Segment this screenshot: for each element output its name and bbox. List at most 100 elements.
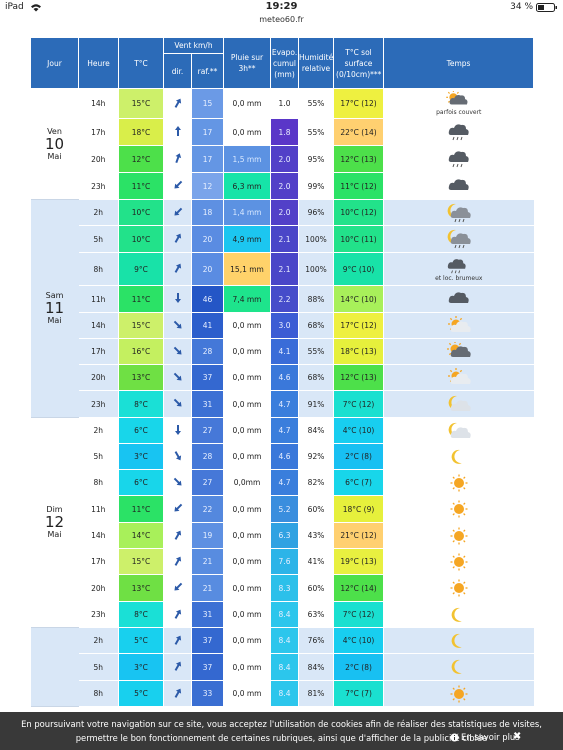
- rain-cell: 0,0 mm: [223, 601, 272, 628]
- gust: 41: [202, 321, 213, 330]
- wind-arrow: [174, 635, 181, 645]
- wind-arrow: [173, 582, 182, 591]
- rain-cell: 15,1 mm: [223, 252, 272, 286]
- humidity-cell: 55%: [298, 88, 334, 119]
- rain-cell: 0,0 mm: [223, 680, 272, 707]
- humidity: 68%: [307, 321, 325, 330]
- wind-dir-cell: [163, 627, 192, 654]
- gust-cell: 41: [190, 312, 225, 339]
- rain-cell: 0,0 mm: [223, 495, 272, 523]
- soil-temperature: 7°C (12): [342, 399, 375, 409]
- evaporation-cell: 8.4: [270, 653, 300, 681]
- info-icon: [450, 733, 459, 742]
- forecast-row: Ven 10 Mai 14h 15°C 15 0,0 mm 1.0 55% 17°C (12) pa…: [30, 88, 534, 200]
- temperature-cell: 14°C: [118, 522, 164, 549]
- sky-cell: [383, 118, 534, 146]
- hour-cell: 23h: [78, 172, 119, 200]
- wind-arrow: [173, 398, 182, 407]
- weather-icon: [450, 527, 468, 544]
- wind-dir-cell: [163, 285, 192, 313]
- temperature: 18°C: [131, 127, 151, 137]
- day-cell: Ven 10 Mai: [30, 88, 79, 200]
- sky-cell: [383, 680, 534, 707]
- evaporation: 4.1: [278, 347, 291, 356]
- wind-dir-cell: [163, 364, 192, 391]
- temperature-cell: 15°C: [118, 312, 164, 339]
- wind-arrow: [174, 609, 181, 619]
- soil-temperature-cell: 4°C (10): [333, 417, 385, 444]
- humidity: 88%: [307, 294, 325, 304]
- header-day: Jour: [30, 37, 79, 89]
- rain: 0,0 mm: [232, 452, 262, 461]
- evaporation: 3.0: [278, 321, 291, 330]
- weather-icon: [451, 449, 463, 464]
- soil-temperature-cell: 12°C (14): [333, 574, 385, 602]
- evaporation-cell: 6.3: [270, 522, 300, 549]
- sky-cell: [383, 199, 534, 226]
- rain: 0,0 mm: [232, 636, 262, 645]
- hour: 23h: [91, 399, 106, 409]
- temperature: 10°C: [131, 234, 151, 244]
- humidity-cell: 92%: [298, 443, 334, 470]
- forecast-row: 20h 12°C 17 1,5 mm 2.0 95% 12°C (13): [30, 145, 534, 173]
- site-url[interactable]: meteo60.fr: [259, 15, 304, 24]
- gust-cell: 18: [190, 199, 225, 226]
- soil-temperature-cell: 18°C (9): [333, 495, 385, 523]
- temperature-cell: 5°C: [118, 680, 164, 707]
- gust: 17: [202, 127, 213, 137]
- forecast-row: 23h 8°C 31 0,0 mm 4.7 91% 7°C (12): [30, 390, 534, 418]
- weather-icon: [450, 500, 468, 518]
- sky-cell: [383, 312, 534, 339]
- gust: 37: [202, 373, 213, 382]
- device: iPad: [5, 2, 24, 12]
- weather-icon: [450, 579, 468, 597]
- hour: 2h: [93, 426, 104, 435]
- cookie-text: En poursuivant votre navigation sur ce s…: [21, 719, 542, 743]
- forecast-row: 14h 14°C 19 0,0 mm 6.3 43% 21°C (12): [30, 522, 534, 549]
- cookie-more-link[interactable]: En savoir plus: [461, 732, 520, 742]
- humidity-cell: 99%: [298, 172, 334, 200]
- hour-cell: 17h: [78, 338, 119, 365]
- hour: 17h: [91, 127, 106, 137]
- gust: 28: [202, 452, 213, 461]
- temperature: 13°C: [131, 583, 151, 593]
- hour-cell: 23h: [78, 390, 119, 418]
- humidity: 100%: [305, 234, 327, 244]
- rain-cell: 1,5 mm: [223, 145, 272, 173]
- clock: 19:29: [265, 1, 298, 12]
- weather-icon: [448, 315, 471, 332]
- soil-temperature: 12°C (13): [340, 373, 377, 382]
- rain-cell: 0,0 mm: [223, 88, 272, 119]
- soil-temperature: 17°C (12): [340, 321, 377, 330]
- hour-cell: 17h: [78, 548, 119, 575]
- evaporation-cell: 8.3: [270, 574, 300, 602]
- forecast-row: Sam 11 Mai 2h 10°C 18 1,4 mm 2.0 96% 10°C (12): [30, 199, 534, 418]
- hour-cell: 5h: [78, 653, 119, 681]
- gust-cell: 28: [190, 443, 225, 470]
- rain-cell: 0,0 mm: [223, 522, 272, 549]
- soil-temperature: 22°C (14): [340, 127, 377, 137]
- temperature: 13°C: [131, 373, 151, 382]
- humidity-cell: 63%: [298, 601, 334, 628]
- cookie-close[interactable]: ✖: [513, 731, 522, 742]
- rain-cell: 0,0 mm: [223, 338, 272, 365]
- status-bar: iPad 19:29 meteo60.fr 34 %: [0, 0, 563, 30]
- evaporation-cell: 2.2: [270, 285, 300, 313]
- humidity: 60%: [307, 583, 325, 593]
- gust: 15: [202, 99, 213, 108]
- evaporation: 4.6: [278, 373, 291, 382]
- temperature-cell: 11°C: [118, 495, 164, 523]
- soil-temperature-cell: 4°C (10): [333, 627, 385, 654]
- temperature: 14°C: [131, 531, 151, 540]
- humidity-cell: 100%: [298, 225, 334, 253]
- humidity: 63%: [307, 610, 325, 619]
- hour: 11h: [91, 294, 106, 304]
- sky-cell: [383, 469, 534, 496]
- sky-cell: [383, 574, 534, 602]
- sky-cell: [383, 172, 534, 200]
- wind-dir-cell: [163, 172, 192, 200]
- evaporation-cell: 3.0: [270, 312, 300, 339]
- humidity: 92%: [307, 452, 325, 461]
- hour-cell: 5h: [78, 443, 119, 470]
- rain-cell: 0,0 mm: [223, 364, 272, 391]
